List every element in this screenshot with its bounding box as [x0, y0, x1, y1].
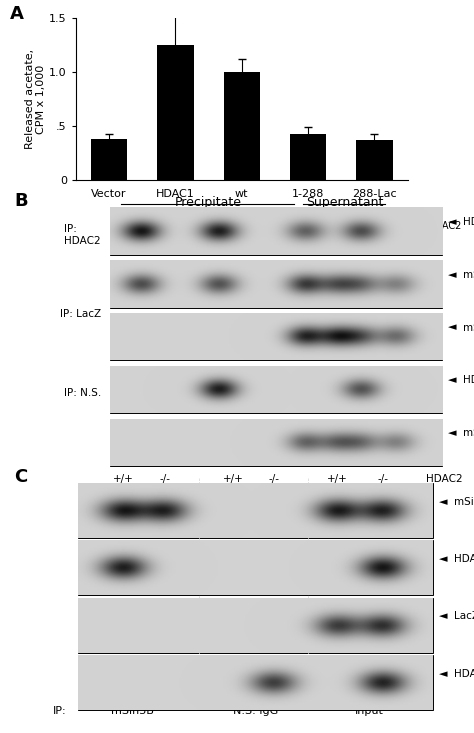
Text: ◄: ◄	[447, 270, 456, 280]
Text: HDAC2: HDAC2	[426, 474, 463, 485]
Y-axis label: Released acetate,
CPM x 1,000: Released acetate, CPM x 1,000	[25, 49, 46, 149]
Bar	[110, 366, 442, 413]
Text: +/+: +/+	[132, 221, 152, 231]
Text: ◄: ◄	[438, 611, 447, 622]
Text: ◄: ◄	[447, 217, 456, 227]
Text: +/+: +/+	[222, 474, 243, 485]
Text: mSin3B: mSin3B	[463, 323, 474, 333]
Text: HDAC2: HDAC2	[289, 228, 328, 238]
Text: -/-: -/-	[268, 474, 279, 485]
Text: -/-: -/-	[246, 221, 256, 231]
Text: ◄: ◄	[447, 428, 456, 438]
Text: +/+: +/+	[296, 221, 315, 231]
Text: -/-: -/-	[392, 221, 402, 231]
Bar	[110, 207, 442, 255]
Text: ◄: ◄	[438, 497, 447, 507]
Text: mSin3B: mSin3B	[463, 428, 474, 438]
Text: +/+: +/+	[327, 474, 348, 485]
Text: IP:: IP:	[53, 706, 67, 716]
Bar	[78, 597, 433, 652]
Bar	[157, 45, 194, 180]
Text: LacZ: LacZ	[454, 611, 474, 622]
Text: -/-: -/-	[332, 221, 343, 231]
Text: Brain: Brain	[300, 209, 329, 218]
Text: ◄: ◄	[438, 554, 447, 564]
Text: N.S. IgG: N.S. IgG	[233, 706, 278, 716]
Bar	[110, 260, 442, 308]
Bar	[91, 139, 128, 180]
Text: +/+: +/+	[210, 221, 229, 231]
Bar	[78, 483, 433, 538]
Text: A: A	[9, 5, 23, 23]
Text: mSin3B: mSin3B	[463, 270, 474, 280]
Text: C: C	[14, 468, 27, 486]
Text: IP: LacZ: IP: LacZ	[60, 309, 101, 320]
Text: Precipitate: Precipitate	[174, 196, 241, 209]
Text: ◄: ◄	[447, 375, 456, 386]
Text: HDAC1: HDAC1	[454, 668, 474, 679]
Text: mSin3B: mSin3B	[454, 497, 474, 507]
Text: Brain: Brain	[150, 209, 179, 218]
Text: IP: N.S.: IP: N.S.	[64, 388, 101, 399]
Text: +/+: +/+	[351, 221, 370, 231]
Bar	[356, 140, 392, 180]
Text: Supernatant: Supernatant	[306, 196, 383, 209]
Text: ◄: ◄	[438, 668, 447, 679]
Text: IP:
HDAC2: IP: HDAC2	[64, 224, 101, 246]
Text: +/+: +/+	[113, 474, 134, 485]
Text: Input: Input	[355, 706, 384, 716]
Bar	[78, 540, 433, 595]
Text: MEF: MEF	[217, 209, 240, 218]
Text: B: B	[14, 191, 28, 210]
Bar	[224, 72, 260, 180]
Bar	[110, 313, 442, 361]
Text: HDAC2: HDAC2	[463, 217, 474, 227]
Text: HDAC2: HDAC2	[454, 554, 474, 564]
Bar	[290, 134, 326, 180]
Text: -/-: -/-	[377, 474, 389, 485]
Text: MEF: MEF	[353, 209, 376, 218]
Text: HDAC2: HDAC2	[427, 221, 462, 231]
Text: mSin3B: mSin3B	[111, 706, 154, 716]
Bar	[110, 419, 442, 466]
Bar	[78, 655, 433, 710]
Text: HDAC2: HDAC2	[463, 375, 474, 386]
Text: ◄: ◄	[447, 323, 456, 333]
Text: -/-: -/-	[159, 474, 170, 485]
Text: -/-: -/-	[173, 221, 183, 231]
